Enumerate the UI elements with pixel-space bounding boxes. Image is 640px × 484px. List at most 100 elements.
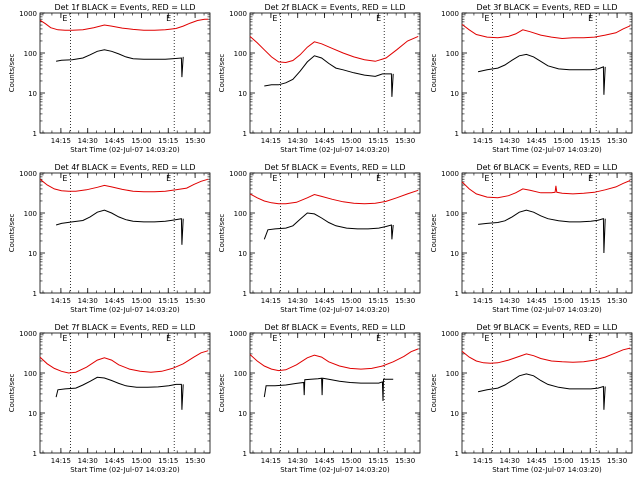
x-tick-label: 14:15 (473, 457, 493, 465)
x-tick-label: 14:45 (104, 137, 124, 145)
x-tick-label: 15:15 (368, 297, 388, 305)
x-tick-label: 15:00 (131, 297, 151, 305)
plot-frame (461, 12, 633, 134)
x-axis-label: Start Time (02-Jul-07 14:03:20) (280, 306, 390, 314)
plot-title: Det 3f BLACK = Events, RED = LLD (476, 3, 617, 12)
events-series-line (56, 49, 184, 78)
e-marker-label: E (484, 174, 489, 183)
y-tick-label: 1 (243, 450, 247, 458)
x-tick-label: 15:15 (580, 457, 600, 465)
plot-frame (39, 12, 211, 134)
events-series-line (477, 373, 606, 410)
lld-series-line (461, 23, 631, 40)
y-tick-label: 1 (33, 130, 37, 138)
y-tick-label: 100 (24, 210, 37, 218)
detector-panel: Det 6f BLACK = Events, RED = LLD 1 10 100 10… (430, 163, 633, 314)
x-axis-label: Start Time (02-Jul-07 14:03:20) (492, 306, 602, 314)
events-series-line (264, 55, 394, 97)
x-tick-label: 14:30 (288, 457, 308, 465)
y-tick-label: 1 (33, 290, 37, 298)
events-series-line (263, 377, 394, 402)
y-tick-label: 100 (234, 50, 247, 58)
lld-series-line (39, 350, 209, 374)
x-tick-label: 14:30 (288, 297, 308, 305)
x-tick-label: 14:30 (500, 297, 520, 305)
lld-series-line (249, 35, 419, 64)
x-tick-label: 15:30 (395, 457, 415, 465)
x-tick-label: 14:45 (104, 457, 124, 465)
y-tick-label: 1000 (441, 170, 459, 178)
detector-panel: Det 7f BLACK = Events, RED = LLD 1 10 100 10… (8, 323, 211, 474)
plot-frame (249, 332, 421, 454)
x-tick-label: 15:15 (368, 457, 388, 465)
plot-frame (461, 172, 633, 294)
y-tick-label: 100 (446, 50, 459, 58)
y-tick-label: 10 (450, 410, 459, 418)
e-marker-label: E (272, 174, 277, 183)
x-tick-label: 14:30 (78, 137, 98, 145)
y-axis-label: Counts/sec (8, 54, 16, 93)
y-axis-label: Counts/sec (218, 54, 226, 93)
x-tick-label: 14:45 (314, 457, 334, 465)
detector-panel: Det 3f BLACK = Events, RED = LLD 1 10 100 10… (430, 3, 633, 154)
x-tick-label: 15:00 (341, 457, 361, 465)
y-tick-label: 100 (446, 210, 459, 218)
x-tick-label: 14:45 (526, 297, 546, 305)
x-tick-label: 14:45 (526, 457, 546, 465)
x-tick-label: 15:15 (158, 457, 178, 465)
y-tick-label: 10 (450, 250, 459, 258)
lld-series-line (461, 180, 631, 199)
x-tick-label: 14:45 (104, 297, 124, 305)
y-tick-label: 1000 (229, 330, 247, 338)
detector-panel: Det 2f BLACK = Events, RED = LLD 1 10 100 10… (218, 3, 421, 154)
plot-title: Det 1f BLACK = Events, RED = LLD (54, 3, 195, 12)
e-marker-label: E (376, 14, 381, 23)
y-tick-label: 1 (455, 130, 459, 138)
plot-title: Det 9f BLACK = Events, RED = LLD (476, 323, 617, 332)
plot-title: Det 6f BLACK = Events, RED = LLD (476, 163, 617, 172)
e-marker-label: E (588, 174, 593, 183)
plot-title: Det 7f BLACK = Events, RED = LLD (54, 323, 195, 332)
detector-panel: Det 5f BLACK = Events, RED = LLD 1 10 100 10… (218, 163, 421, 314)
x-tick-label: 14:30 (288, 137, 308, 145)
detector-panel: Det 4f BLACK = Events, RED = LLD 1 10 100 10… (8, 163, 211, 314)
x-axis-label: Start Time (02-Jul-07 14:03:20) (280, 466, 390, 474)
x-tick-label: 15:15 (158, 297, 178, 305)
x-tick-label: 14:30 (500, 457, 520, 465)
e-marker-label: E (62, 334, 67, 343)
x-tick-label: 14:45 (314, 137, 334, 145)
events-series-line (478, 209, 606, 254)
y-axis-label: Counts/sec (430, 374, 438, 413)
plot-title: Det 2f BLACK = Events, RED = LLD (264, 3, 405, 12)
x-tick-label: 14:15 (51, 297, 71, 305)
x-tick-label: 15:15 (580, 297, 600, 305)
lld-series-line (461, 347, 631, 364)
x-axis-label: Start Time (02-Jul-07 14:03:20) (280, 146, 390, 154)
y-tick-label: 10 (28, 90, 37, 98)
events-series-line (263, 212, 394, 240)
plot-title: Det 8f BLACK = Events, RED = LLD (264, 323, 405, 332)
x-tick-label: 15:00 (553, 457, 573, 465)
y-tick-label: 1000 (229, 10, 247, 18)
x-tick-label: 15:30 (607, 297, 627, 305)
x-tick-label: 15:30 (607, 137, 627, 145)
plot-title: Det 5f BLACK = Events, RED = LLD (264, 163, 405, 172)
e-marker-label: E (588, 334, 593, 343)
x-tick-label: 14:15 (261, 137, 281, 145)
x-tick-label: 14:30 (78, 297, 98, 305)
x-tick-label: 14:45 (314, 297, 334, 305)
y-axis-label: Counts/sec (218, 214, 226, 253)
x-tick-label: 14:15 (473, 137, 493, 145)
y-tick-label: 1000 (19, 10, 37, 18)
y-axis-label: Counts/sec (430, 54, 438, 93)
x-axis-label: Start Time (02-Jul-07 14:03:20) (70, 466, 180, 474)
e-marker-label: E (272, 334, 277, 343)
y-tick-label: 100 (234, 370, 247, 378)
x-tick-label: 15:30 (185, 137, 205, 145)
y-tick-label: 1000 (19, 170, 37, 178)
y-tick-label: 100 (24, 50, 37, 58)
x-axis-label: Start Time (02-Jul-07 14:03:20) (492, 466, 602, 474)
e-marker-label: E (484, 334, 489, 343)
